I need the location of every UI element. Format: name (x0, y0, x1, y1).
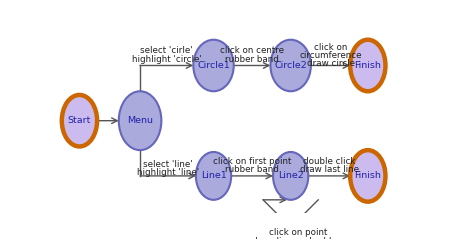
Text: circumference: circumference (299, 51, 362, 60)
Ellipse shape (62, 95, 97, 147)
Text: highlight 'circle': highlight 'circle' (132, 55, 201, 64)
Text: rubber band: rubber band (225, 55, 279, 64)
Text: Circle2: Circle2 (274, 61, 307, 70)
Text: click on first point: click on first point (213, 157, 292, 166)
Text: click on point: click on point (269, 228, 327, 237)
Text: highlight 'line': highlight 'line' (137, 168, 199, 177)
Ellipse shape (350, 150, 385, 202)
Text: Start: Start (68, 116, 91, 125)
Ellipse shape (350, 40, 385, 91)
Text: click on centre: click on centre (220, 46, 284, 55)
Text: double click: double click (303, 157, 356, 166)
Text: Line1: Line1 (201, 171, 227, 180)
Ellipse shape (193, 40, 234, 91)
Ellipse shape (196, 152, 231, 200)
Text: draw line and rubber: draw line and rubber (252, 237, 344, 239)
Ellipse shape (271, 40, 311, 91)
Text: draw last line: draw last line (300, 165, 359, 174)
Text: Finish: Finish (355, 171, 381, 180)
Text: Circle1: Circle1 (197, 61, 230, 70)
Text: draw circle: draw circle (307, 59, 355, 68)
Text: Line2: Line2 (278, 171, 303, 180)
Ellipse shape (119, 91, 161, 150)
Text: Menu: Menu (127, 116, 153, 125)
Ellipse shape (273, 152, 308, 200)
Text: select 'line': select 'line' (143, 160, 193, 168)
Text: click on: click on (314, 43, 347, 52)
Text: select 'cirle': select 'cirle' (140, 46, 193, 55)
Text: Finish: Finish (355, 61, 381, 70)
Text: rubber band: rubber band (225, 165, 279, 174)
